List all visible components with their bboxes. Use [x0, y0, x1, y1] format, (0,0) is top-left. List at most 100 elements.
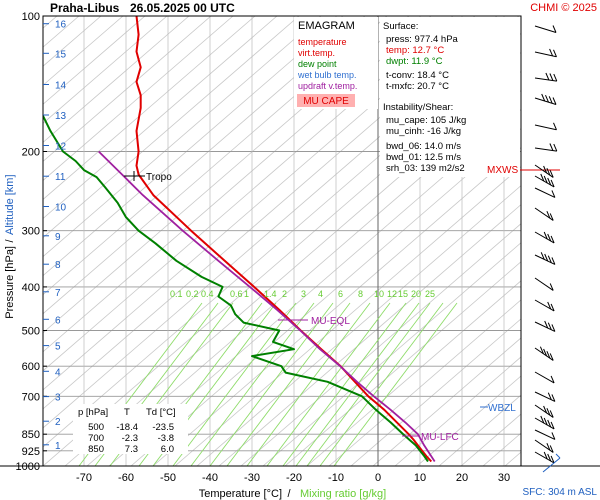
mu-lfc-label: MU-LFC [421, 432, 459, 443]
mixing-ratio-label: 0.1 [170, 289, 183, 299]
mixing-ratio-label: 15 [398, 289, 408, 299]
adiabat-line [306, 280, 521, 466]
altitude-tick-label: 4 [55, 367, 61, 378]
pressure-tick-label: 700 [22, 391, 40, 403]
altitude-tick-label: 8 [55, 260, 61, 271]
x-axis-separator: / [287, 488, 291, 500]
mixing-ratio-line [246, 302, 371, 466]
altitude-tick-label: 3 [55, 393, 61, 404]
mixing-ratio-line [190, 302, 315, 466]
station-name: Praha-Libus [50, 1, 120, 15]
mixing-ratio-line [319, 302, 444, 466]
legend-wet-bulb: wet bulb temp. [297, 70, 357, 80]
table-cell-td: 6.0 [161, 444, 174, 455]
pressure-tick-labels: 100 200 300 400 500 600 700 850 925 1000 [16, 11, 47, 473]
mixing-ratio-label: 4 [318, 289, 323, 299]
altitude-tick-label: 16 [55, 20, 67, 31]
pressure-tick-label: 400 [22, 282, 40, 294]
mxws-label: MXWS [487, 165, 518, 176]
x-tick-labels: -70 -60 -50 -40 -30 -20 -10 0 10 20 30 [76, 472, 510, 484]
adiabat-line [43, 16, 190, 143]
wind-barb [534, 415, 555, 430]
instability-mu-cinh: mu_cinh: -16 J/kg [386, 126, 461, 137]
instability-heading: Instability/Shear: [383, 102, 453, 113]
table-cell-p: 700 [88, 433, 104, 444]
mixing-ratio-label: 12 [387, 289, 397, 299]
instability-bwd-01: bwd_01: 12.5 m/s [386, 152, 461, 163]
legend-dew-point: dew point [298, 59, 337, 69]
wind-barb [534, 143, 558, 152]
adiabat-line [43, 16, 278, 220]
table-cell-td: -3.8 [158, 433, 174, 444]
x-tick-label: 20 [456, 472, 468, 484]
mixing-ratio-line [306, 302, 431, 466]
x-axis-title: Temperature [°C] / Mixing ratio [g/kg] [199, 488, 386, 500]
altitude-tick-label: 15 [55, 49, 67, 60]
wind-barb [534, 451, 555, 464]
surface-temp: temp: 12.7 °C [386, 45, 444, 56]
pressure-tick-label: 925 [22, 446, 40, 458]
x-tick-label: -20 [286, 472, 302, 484]
legend-box: EMAGRAM temperature virt.temp. dew point… [294, 17, 378, 109]
altitude-tick-label: 1 [55, 441, 61, 452]
pressure-tick-label: 300 [22, 226, 40, 238]
y-axis-separator: / [4, 239, 16, 243]
tropopause-label: Tropo [146, 172, 172, 183]
pressure-tick-label: 500 [22, 326, 40, 338]
x-tick-label: -30 [244, 472, 260, 484]
mixing-ratio-label: 20 [411, 289, 421, 299]
wind-barb [534, 371, 555, 384]
adiabat-line [86, 89, 521, 466]
y-axis-altitude-label: Altitude [km] [4, 174, 16, 235]
x-tick-label: -60 [118, 472, 134, 484]
sounding-table: p [hPa] T Td [°C] 500 -18.4 -23.5 700 -2.3 -3… [73, 404, 188, 455]
altitude-tick-label: 11 [55, 172, 66, 183]
wind-barb [534, 207, 554, 221]
wind-barb [534, 439, 554, 453]
pressure-tick-label: 200 [22, 147, 40, 159]
mixing-ratio-label: 0.4 [201, 289, 214, 299]
altitude-tick-label: 9 [55, 232, 61, 243]
x-axis-temp-label: Temperature [°C] [199, 488, 282, 500]
altitude-tick-label: 14 [55, 81, 67, 92]
annotations: Tropo MU-EQL MU-LFC WBZL MXWS SFC: 304 m… [124, 165, 597, 498]
adiabat-line [43, 16, 366, 296]
surface-t-mxfc: t-mxfc: 20.7 °C [386, 81, 449, 92]
instability-srh-03: srh_03: 139 m2/s2 [386, 163, 465, 174]
credit-label: CHMI © 2025 [530, 2, 597, 14]
table-cell-t: -2.3 [122, 433, 138, 444]
mixing-ratio-label: 3 [301, 289, 306, 299]
mixing-ratio-line [282, 302, 407, 466]
altitude-tick-label: 13 [55, 111, 67, 122]
adiabat-line [284, 261, 521, 466]
adiabat-line [43, 16, 168, 124]
wind-barb [534, 299, 555, 312]
y-axis-pressure-label: Pressure [hPa] [4, 246, 16, 319]
x-tick-label: -40 [202, 472, 218, 484]
adiabat-line [240, 223, 521, 466]
legend-updraft: updraft v.temp. [298, 81, 357, 91]
mixing-ratio-label: 25 [425, 289, 435, 299]
wind-barbs-column [534, 25, 561, 473]
pressure-tick-label: 1000 [16, 461, 40, 473]
table-header-p: p [hPa] [78, 407, 108, 418]
mixing-ratio-label: 1 [244, 289, 249, 299]
instability-bwd-06: bwd_06: 14.0 m/s [386, 141, 461, 152]
surface-press: press: 977.4 hPa [386, 34, 459, 45]
wind-barb [534, 164, 554, 178]
instability-mu-cape: mu_cape: 105 J/kg [386, 115, 466, 126]
legend-virt-temp: virt.temp. [298, 48, 335, 58]
adiabat-line [174, 166, 521, 466]
adiabat-line [218, 204, 521, 466]
x-tick-label: 0 [375, 472, 381, 484]
x-tick-label: -70 [76, 472, 92, 484]
adiabat-line [43, 16, 300, 239]
wbzl-label: WBZL [488, 403, 516, 414]
mixing-ratio-label: 0.6 [230, 289, 243, 299]
series-updraft-v-temp- [98, 150, 436, 462]
adiabat-line [593, 16, 600, 466]
mixing-ratio-label: 10 [374, 289, 384, 299]
table-cell-td: -23.5 [152, 422, 174, 433]
altitude-tick-label: 7 [55, 288, 61, 299]
wind-barb [534, 231, 555, 244]
